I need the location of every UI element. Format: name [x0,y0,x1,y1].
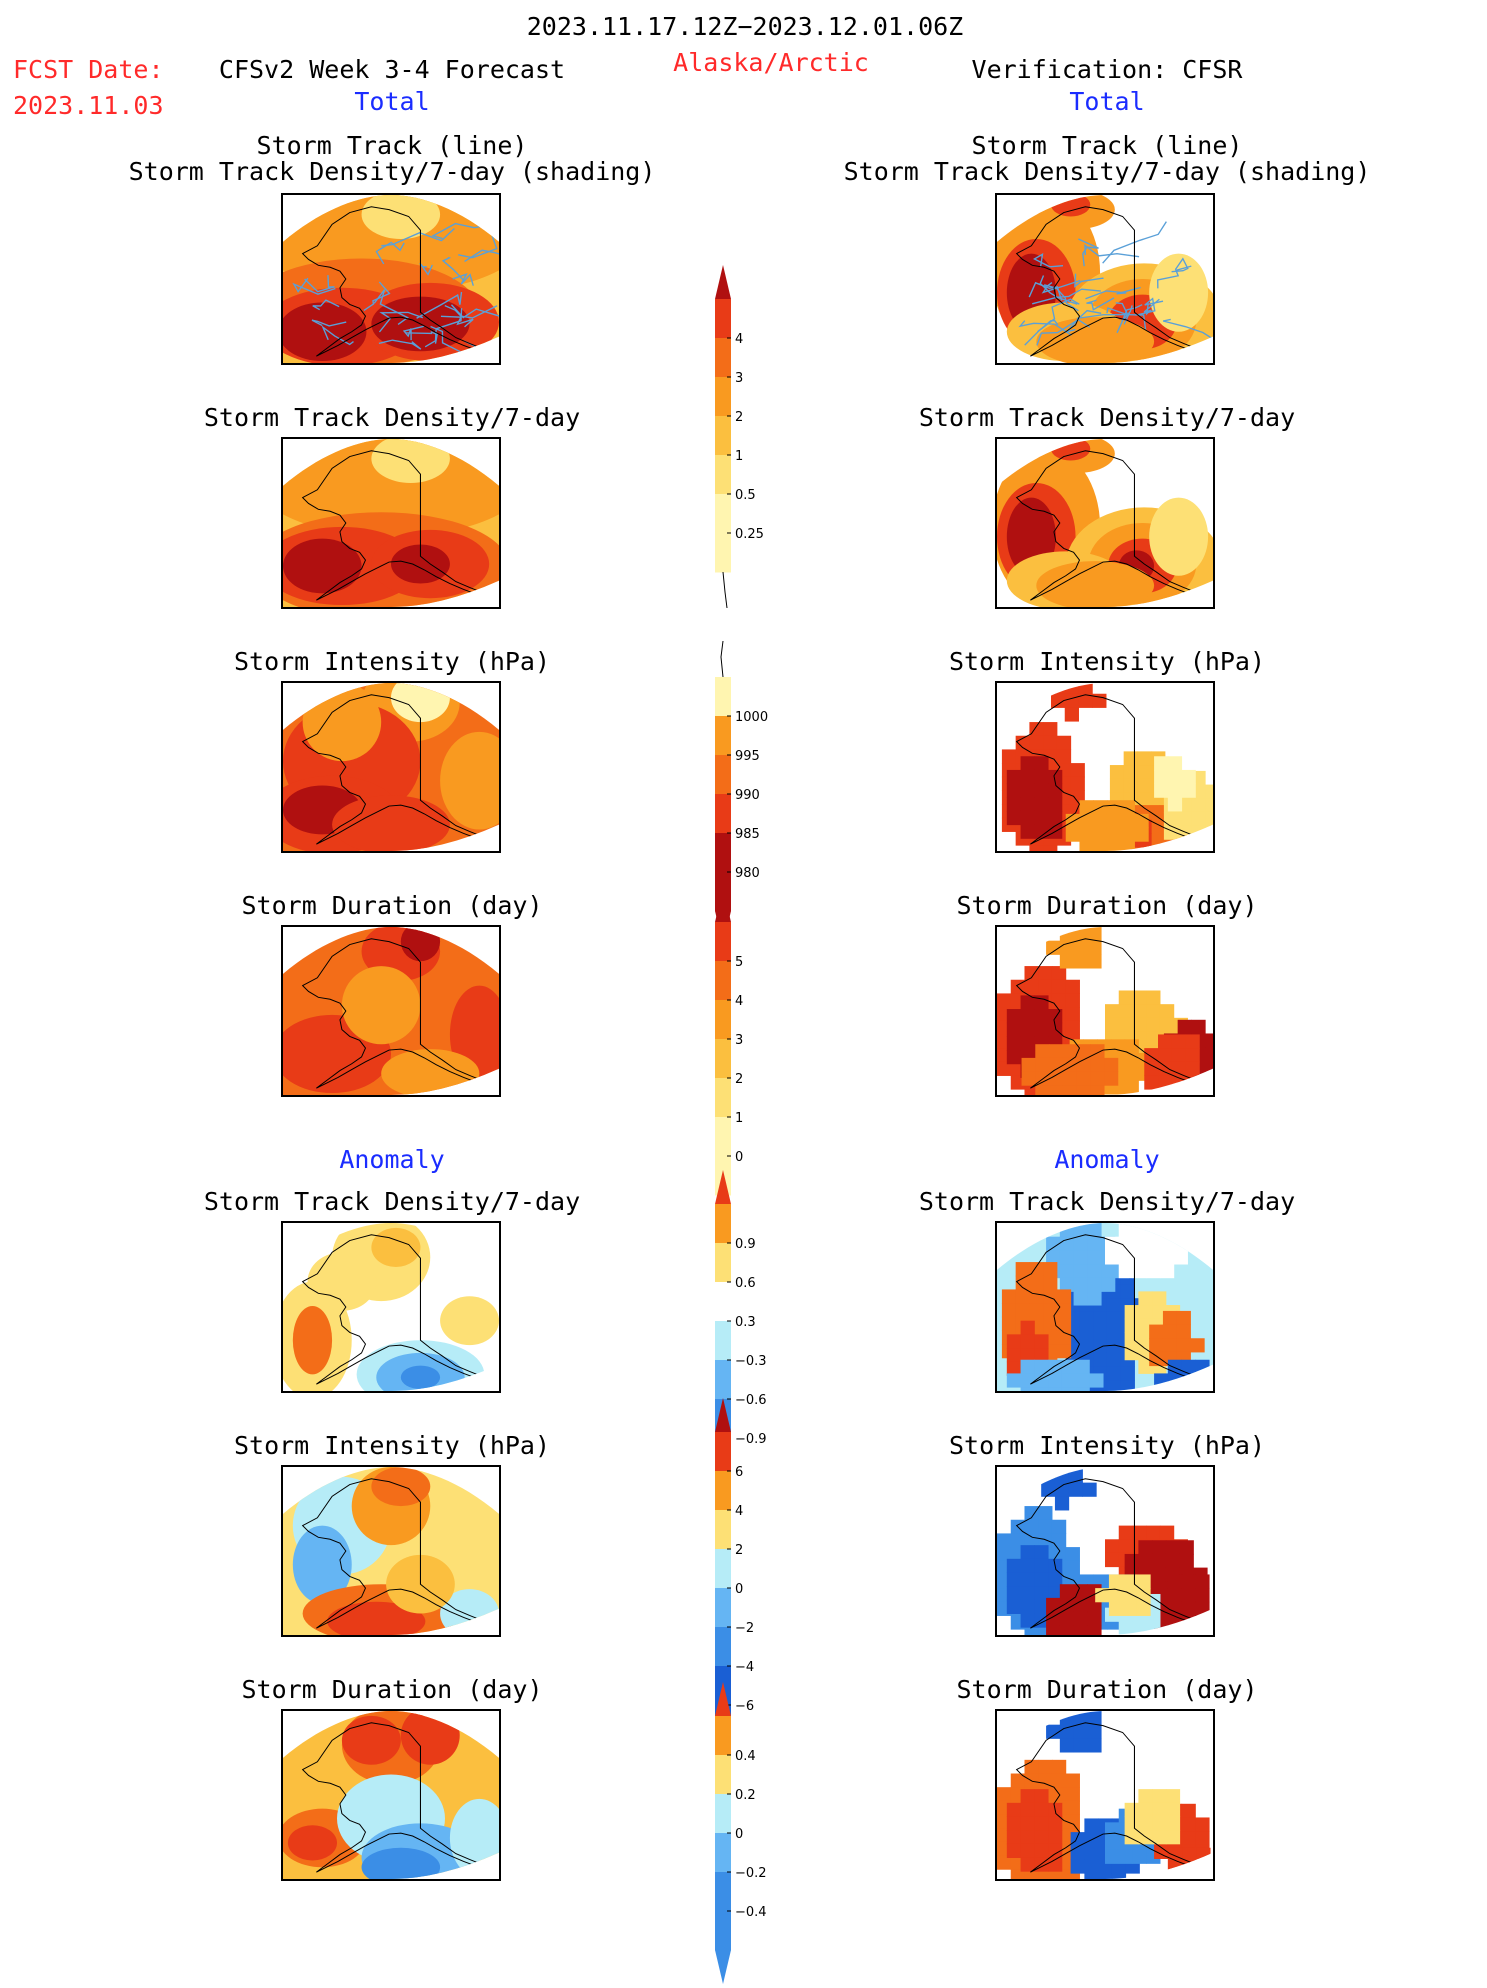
colorbar-tick-label: 3 [735,371,743,386]
fcst-date-value: 2023.11.03 [13,91,164,120]
colorbar-tick-label: 1000 [735,710,768,725]
map-right-intensity [995,681,1215,853]
fcst-date-label: FCST Date: [13,55,164,84]
colorbar-tick-label: 4 [735,332,743,347]
map-left-track [281,193,501,365]
map-left-intensity [281,681,501,853]
title-left-intensity: Storm Intensity (hPa) [233,647,551,676]
title-right-intensity-anom: Storm Intensity (hPa) [948,1431,1266,1460]
title-right-density: Storm Track Density/7-day [918,403,1296,432]
title-left-density: Storm Track Density/7-day [203,403,581,432]
colorbar-tick-label: −0.3 [735,1354,767,1369]
colorbar-tick-label: 3 [735,1033,743,1048]
model-title: CFSv2 Week 3-4 Forecast [218,55,566,84]
colorbar-tick-label: 985 [735,827,760,842]
colorbar-tick-label: 0 [735,1827,743,1842]
colorbar-tick-label: −0.9 [735,1432,767,1447]
colorbar-tick-label: 2 [735,1072,743,1087]
date-range-title: 2023.11.17.12Z−2023.12.01.06Z [526,12,964,41]
colorbar-tick-label: −2 [735,1621,754,1636]
title-right-duration: Storm Duration (day) [956,891,1258,920]
left-anomaly-label: Anomaly [339,1145,445,1174]
title-right-track-shading: Storm Track Density/7-day (shading) [843,157,1371,186]
title-left-duration: Storm Duration (day) [241,891,543,920]
map-left-density-anom [281,1221,501,1393]
map-left-duration-anom [281,1709,501,1881]
title-left-duration-anom: Storm Duration (day) [241,1675,543,1704]
colorbar-tick-label: 0.2 [735,1788,756,1803]
title-right-intensity: Storm Intensity (hPa) [948,647,1266,676]
map-left-density [281,437,501,609]
colorbar-tick-label: 0.4 [735,1749,756,1764]
left-total-label: Total [354,87,430,116]
colorbar-tick-label: −4 [735,1660,754,1675]
title-right-density-anom: Storm Track Density/7-day [918,1187,1296,1216]
colorbar-tick-label: 0.5 [735,488,756,503]
region-title: Alaska/Arctic [673,48,869,77]
colorbar-tick-label: 0.9 [735,1237,756,1252]
map-left-intensity-anom [281,1465,501,1637]
colorbar-tick-label: 995 [735,749,760,764]
right-total-label: Total [1069,87,1145,116]
colorbar-tick-label: 4 [735,1504,743,1519]
map-right-duration [995,925,1215,1097]
title-right-track-line: Storm Track (line) [971,131,1243,160]
colorbar-tick-label: −0.6 [735,1393,767,1408]
colorbar-tick-label: 980 [735,866,760,881]
colorbar-tick-label: 0.25 [735,527,764,542]
colorbar-tick-label: 2 [735,410,743,425]
colorbar-tick-label: 0 [735,1582,743,1597]
colorbar-tick-label: 5 [735,955,743,970]
map-right-density-anom [995,1221,1215,1393]
colorbar-tick-label: 2 [735,1543,743,1558]
colorbar-tick-label: 0.3 [735,1315,756,1330]
title-left-track-line: Storm Track (line) [256,131,528,160]
colorbar-tick-label: 6 [735,1465,743,1480]
title-left-intensity-anom: Storm Intensity (hPa) [233,1431,551,1460]
colorbar-tick-label: 1 [735,449,743,464]
verification-title: Verification: CFSR [971,55,1243,84]
title-right-duration-anom: Storm Duration (day) [956,1675,1258,1704]
colorbar-tick-label: 990 [735,788,760,803]
colorbar-duration-anom: 0.4 0.2 0 −0.2 −0.4 [715,1682,785,1988]
colorbar-tick-label: 0 [735,1150,743,1165]
map-right-intensity-anom [995,1465,1215,1637]
map-left-duration [281,925,501,1097]
map-right-density [995,437,1215,609]
colorbar-tick-label: 0.6 [735,1276,756,1291]
colorbar-density: 4 3 2 1 0.5 0.25 [715,265,785,610]
colorbar-duration: 5 4 3 2 1 0 [715,888,785,1233]
colorbar-tick-label: 4 [735,994,743,1009]
colorbar-tick-label: −6 [735,1699,754,1714]
right-anomaly-label: Anomaly [1054,1145,1160,1174]
colorbar-tick-label: −0.2 [735,1866,767,1881]
colorbar-tick-label: 1 [735,1111,743,1126]
map-right-track [995,193,1215,365]
map-right-duration-anom [995,1709,1215,1881]
title-left-density-anom: Storm Track Density/7-day [203,1187,581,1216]
colorbar-tick-label: −0.4 [735,1905,767,1920]
title-left-track-shading: Storm Track Density/7-day (shading) [128,157,656,186]
